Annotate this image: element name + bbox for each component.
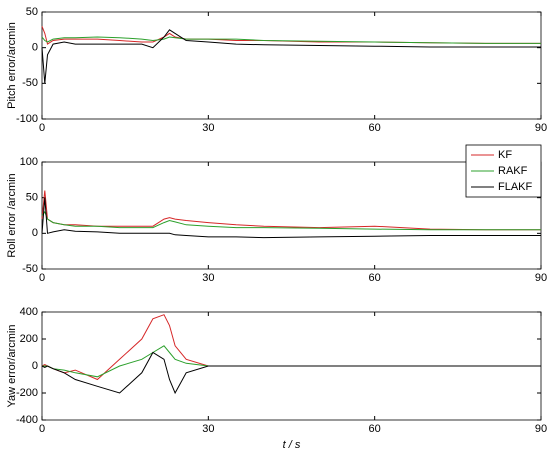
x-tick-label: 0 <box>39 272 45 284</box>
legend-label: KF <box>498 149 512 161</box>
y-tick-label: 50 <box>26 6 38 18</box>
series-line <box>41 36 541 44</box>
x-tick-label: 0 <box>39 423 45 435</box>
y-axis-label: Roll error /arcmin <box>6 173 18 257</box>
y-axis-label: Pitch error/arcmin <box>6 22 18 109</box>
series-line <box>41 314 541 381</box>
x-tick-label: 60 <box>369 423 381 435</box>
x-tick-label: 60 <box>369 122 381 134</box>
x-tick-label: 60 <box>369 272 381 284</box>
y-tick-label: -400 <box>16 414 38 426</box>
y-tick-label: -100 <box>16 113 38 125</box>
x-tick-label: 30 <box>202 423 214 435</box>
y-tick-label: 0 <box>32 360 38 372</box>
x-tick-label: 30 <box>202 272 214 284</box>
legend-label: FLAKF <box>498 181 533 193</box>
x-tick-label: 90 <box>535 272 547 284</box>
legend-label: RAKF <box>498 165 528 177</box>
series-line <box>41 351 541 395</box>
series-line <box>41 29 541 84</box>
x-tick-label: 90 <box>535 423 547 435</box>
y-tick-label: 200 <box>20 333 38 345</box>
x-tick-label: 0 <box>39 122 45 134</box>
y-tick-label: 100 <box>20 156 38 168</box>
y-axis-label: Yaw error/arcmin <box>6 325 18 408</box>
y-tick-label: -50 <box>22 263 38 275</box>
y-tick-label: 50 <box>26 192 38 204</box>
y-tick-label: 0 <box>32 42 38 54</box>
x-tick-label: 30 <box>202 122 214 134</box>
x-axis-label: t / s <box>283 439 301 451</box>
series-line <box>41 26 541 45</box>
series-line <box>41 197 541 239</box>
y-tick-label: 0 <box>32 227 38 239</box>
series-line <box>41 210 541 231</box>
x-tick-label: 90 <box>535 122 547 134</box>
plot-frame <box>41 11 542 120</box>
y-tick-label: 400 <box>20 306 38 318</box>
y-tick-label: -50 <box>22 77 38 89</box>
y-tick-label: -200 <box>16 387 38 399</box>
